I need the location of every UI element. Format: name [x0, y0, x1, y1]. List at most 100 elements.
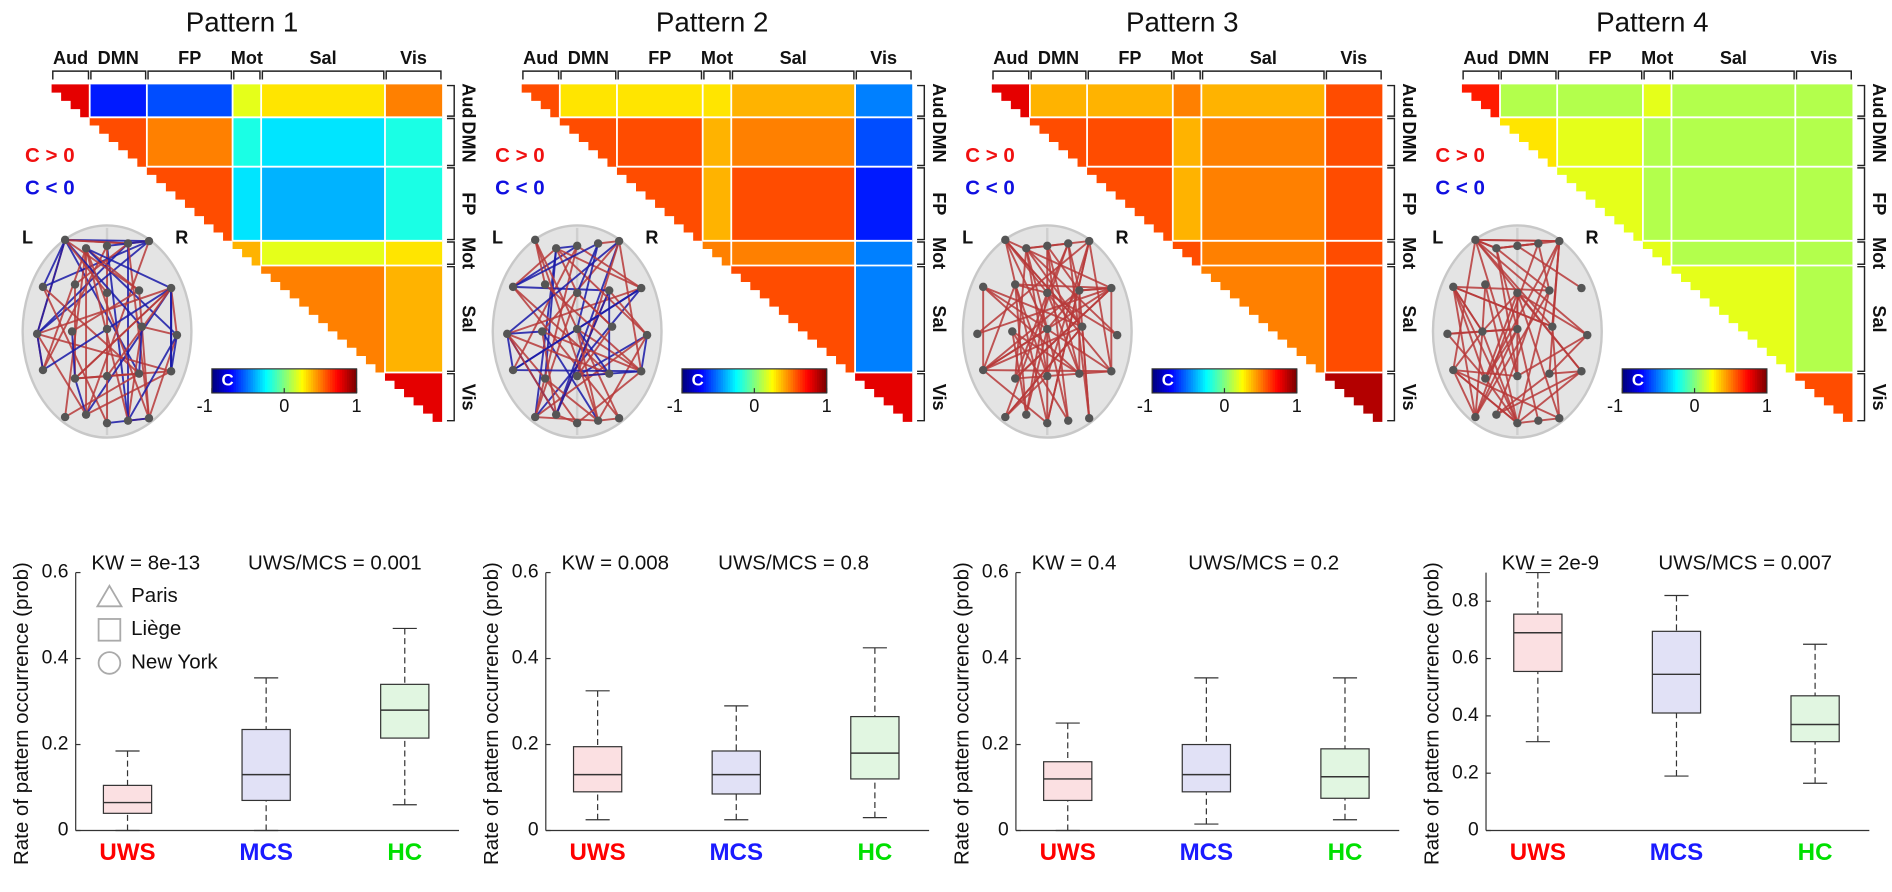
colorbar-step [1197, 368, 1201, 393]
y-tick-label: 0.6 [1452, 648, 1479, 669]
heatmap-cell [855, 265, 913, 373]
heatmap-cell [384, 372, 443, 422]
colorbar-tick-label: 0 [279, 396, 289, 416]
colorbar-step [1209, 368, 1213, 393]
brain-edge [555, 247, 642, 289]
colorbar-step [1651, 368, 1655, 393]
brain-edge [608, 289, 648, 336]
colorbar-step [313, 368, 317, 393]
brain-node [1555, 414, 1564, 423]
bracket [917, 265, 926, 373]
heatmap-cell [146, 117, 233, 167]
brain-edge [618, 240, 643, 372]
colorbar-step [1704, 368, 1708, 393]
brain-node [503, 329, 512, 339]
heatmap-cell [1671, 265, 1796, 373]
brain-node [637, 283, 646, 293]
brain-edge [1481, 284, 1487, 332]
brain-edge [1452, 369, 1477, 418]
hemisphere-label: L [22, 227, 33, 247]
y-tick-label: 0 [1468, 820, 1479, 841]
colorbar-step [1622, 368, 1626, 393]
colorbar-step [706, 368, 710, 393]
colorbar-step [718, 368, 722, 393]
heatmap-cell [1642, 166, 1672, 241]
network-label: FP [648, 48, 671, 68]
colorbar-step [1747, 368, 1751, 393]
heatmap-cell [384, 240, 443, 266]
heatmap-cell [731, 265, 856, 373]
colorbar-step [269, 368, 273, 393]
y-tick-label: 0.4 [42, 648, 69, 669]
bracket [617, 70, 703, 80]
legend-marker [97, 618, 122, 642]
colorbar-step [219, 368, 223, 393]
colorbar-step [1195, 368, 1199, 393]
brain-node [1492, 410, 1501, 419]
brain-node [1534, 239, 1543, 248]
colorbar-label: C [1632, 370, 1644, 389]
annotation: C > 0 [25, 144, 75, 167]
colorbar-step [296, 368, 300, 393]
brain-node [1548, 322, 1557, 331]
brain-node [1064, 239, 1073, 248]
box [572, 746, 623, 793]
brain-node [572, 288, 582, 298]
colorbar-step [713, 368, 717, 393]
heatmap-cell [1557, 166, 1643, 241]
heatmap-cell [855, 372, 913, 422]
brain-node [60, 235, 70, 245]
network-label: Aud [1399, 83, 1419, 118]
colorbar-step [807, 368, 811, 393]
colorbar-tick-label: 1 [822, 396, 832, 416]
brain-node [81, 410, 91, 419]
colorbar-step [1222, 368, 1226, 393]
network-label: Mot [231, 48, 263, 68]
colorbar-step [1207, 368, 1211, 393]
network-label: Mot [1869, 237, 1889, 269]
colorbar-step [351, 368, 355, 393]
network-label: FP [1118, 48, 1141, 68]
colorbar-tick-label: -1 [197, 396, 213, 416]
brain-edge [506, 332, 610, 375]
colorbar-step [1735, 368, 1739, 393]
brain-edge [138, 326, 143, 374]
network-label: Aud [523, 48, 558, 68]
brain-edge [1474, 239, 1554, 328]
heatmap-cell [1500, 84, 1558, 118]
colorbar-step [686, 368, 690, 393]
brain-edge [513, 369, 642, 373]
brain-edge [1079, 287, 1112, 292]
colorbar-step [723, 368, 727, 393]
brain-edge [1046, 245, 1070, 421]
bracket [1643, 70, 1671, 80]
colorbar-step [1728, 368, 1732, 393]
brain-edge [1004, 239, 1083, 328]
brain-edge [1452, 369, 1518, 424]
brain-edge [1088, 240, 1113, 372]
brain-edge [576, 292, 613, 328]
brain-edge [1474, 239, 1588, 336]
colorbar-tick-label: 1 [352, 396, 362, 416]
colorbar-tick-label: 1 [1762, 396, 1772, 416]
brain-node [166, 283, 176, 293]
heatmap-cell [1201, 265, 1326, 373]
bracket [1387, 167, 1396, 241]
colorbar-step [1655, 368, 1659, 393]
colorbar-step [1226, 368, 1230, 393]
colorbar-step [792, 368, 796, 393]
colorbar-step [349, 368, 353, 393]
colorbar-step [739, 368, 743, 393]
heatmap-cell [1642, 84, 1672, 118]
brain-node [604, 286, 614, 295]
network-label: Sal [1250, 48, 1277, 68]
brain-edge [1516, 292, 1583, 372]
colorbar-step [310, 368, 314, 393]
network-label: Aud [1463, 48, 1498, 68]
colorbar-step [780, 368, 784, 393]
colorbar-step [715, 368, 719, 393]
colorbar-step [1166, 368, 1170, 393]
legend-label: Liège [131, 617, 181, 640]
colorbar-step [211, 368, 215, 393]
legend-label: New York [131, 650, 218, 673]
